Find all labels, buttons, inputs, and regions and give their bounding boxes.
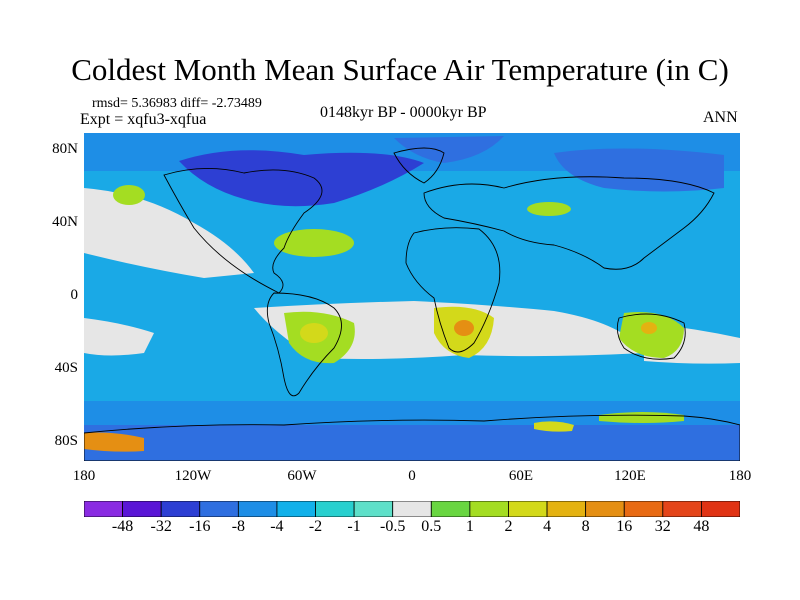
colorbar-swatch [237,501,278,517]
cold-siberia [554,148,724,192]
colorbar-label: 2 [504,518,513,535]
colorbar-label: -8 [231,518,246,535]
neutral-west-pacific [84,318,154,356]
season-label: ANN [703,109,738,126]
neutral-east-pacific [84,188,254,278]
lon-label-180w: 180 [72,468,96,484]
colorbar-label: -2 [308,518,323,535]
warm-patch-central-asia [527,202,571,216]
colorbar-swatch [276,501,316,517]
map-title: Coldest Month Mean Surface Air Temperatu… [71,52,729,87]
colorbar-label: 48 [693,518,710,535]
colorbar-label: -16 [189,518,211,535]
lon-label-120w: 120W [174,468,212,484]
lon-label-60e: 60E [508,468,534,484]
colorbar-swatch [199,501,239,517]
colorbar-swatch [430,501,471,517]
cold-greenland [394,136,504,163]
lat-label-40n: 40N [52,214,78,230]
colorbar-swatch [585,501,625,517]
colorbar-label: 4 [543,518,552,535]
colorbar-swatch [469,501,509,517]
colorbar-label: -1 [347,518,361,535]
colorbar-swatch [508,501,548,517]
cold-north-america [179,150,424,207]
colorbar-swatch [392,501,432,517]
colorbar-swatch [160,501,201,517]
colorbar-label: 1 [465,518,474,535]
lat-label-40s: 40S [54,360,78,376]
colorbar-label: 0.5 [421,518,442,535]
colorbar-swatch [546,501,587,517]
colorbar-label: 32 [654,518,671,535]
experiment-line: Expt = xqfu3-xqfua [80,111,207,128]
lon-label-60w: 60W [287,468,317,484]
warm-patch-north-atlantic [274,229,354,257]
hot-core-australia [641,322,657,334]
warm-patch-north-pacific [113,185,145,205]
lon-label-0: 0 [408,468,416,484]
coastlines [84,147,740,461]
colorbar-label: -0.5 [380,518,406,535]
colorbar-swatch [623,501,664,517]
colorbar-label: -32 [150,518,172,535]
hot-patch-ross-sea [84,432,144,452]
temperature-map [84,133,740,461]
hot-core-south-america [300,323,328,343]
colorbar-label: -4 [270,518,284,535]
colorbar-swatch [662,501,702,517]
lon-label-180e: 180 [728,468,752,484]
colorbar-swatch [315,501,355,517]
lat-label-equator: 0 [70,287,79,303]
colorbar-swatch [84,501,123,517]
colorbar-swatch [701,501,740,517]
colorbar-swatch [353,501,394,517]
lat-label-80s: 80S [54,433,78,449]
colorbar-label: 8 [581,518,590,535]
warm-patch-australia [619,312,684,358]
lat-label-80n: 80N [52,141,78,157]
stats-line: rmsd= 5.36983 diff= -2.73489 [92,96,262,111]
colorbar-label: 16 [616,518,633,535]
lon-label-120e: 120E [614,468,646,484]
period-label: 0148kyr BP - 0000kyr BP [320,104,487,121]
colorbar-swatch [122,501,162,517]
warm-patch-east-antarctica [599,412,684,423]
antarctic-band [84,425,740,461]
colorbar-label: -48 [111,518,134,535]
warm-patch-weddell [534,421,574,432]
hot-core-africa [454,320,474,336]
colorbar [84,501,740,517]
